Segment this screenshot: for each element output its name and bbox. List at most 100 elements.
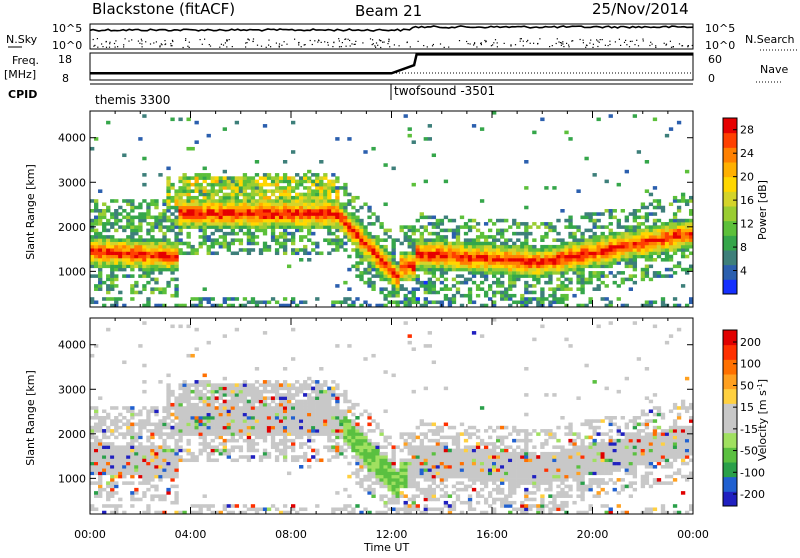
velocity-cell (327, 387, 331, 391)
power-cell (186, 193, 190, 197)
power-cell (118, 297, 122, 301)
power-cell (584, 251, 588, 255)
velocity-cell (387, 485, 391, 489)
power-cell (392, 278, 396, 282)
velocity-cell (400, 465, 404, 469)
velocity-cell (247, 419, 251, 423)
power-cell (480, 265, 484, 269)
power-cell (138, 219, 142, 223)
nsearch-dot (141, 43, 142, 44)
velocity-cell (235, 419, 239, 423)
power-cell (625, 216, 629, 220)
power-cell (476, 265, 480, 269)
power-cell (110, 235, 114, 239)
power-cell (476, 268, 480, 272)
velocity-cell (130, 406, 134, 410)
power-cell (307, 202, 311, 206)
power-cell (468, 219, 472, 223)
power-cell (154, 202, 158, 206)
velocity-cell (287, 439, 291, 443)
power-cell (199, 212, 203, 216)
velocity-cell (383, 475, 387, 479)
power-cell (126, 255, 130, 259)
velocity-cell (392, 481, 396, 485)
power-cell (247, 180, 251, 184)
power-cell (452, 245, 456, 249)
power-cell (424, 281, 428, 285)
power-cell (355, 297, 359, 301)
velocity-cell (199, 442, 203, 446)
power-cell (584, 242, 588, 246)
power-cell (460, 255, 464, 259)
power-cell (295, 183, 299, 187)
velocity-cell (283, 432, 287, 436)
velocity-cell (126, 445, 130, 449)
nsearch-dot (687, 46, 688, 47)
power-cell (371, 265, 375, 269)
power-cell (448, 300, 452, 304)
power-cell (170, 265, 174, 269)
power-cell (432, 216, 436, 220)
nsearch-dot (448, 47, 449, 48)
velocity-cell (327, 413, 331, 417)
velocity-cell (158, 465, 162, 469)
power-cell (122, 209, 126, 213)
power-cell (588, 245, 592, 249)
power-cell (408, 251, 412, 255)
power-cell (279, 199, 283, 203)
velocity-cell (243, 504, 247, 508)
power-cell (182, 173, 186, 177)
velocity-cell (199, 396, 203, 400)
power-cell (520, 268, 524, 272)
power-cell (580, 232, 584, 236)
power-cell (416, 297, 420, 301)
power-cell (436, 245, 440, 249)
power-cell (203, 167, 207, 171)
velocity-cell (186, 393, 190, 397)
velocity-cell (195, 406, 199, 410)
power-cell (492, 222, 496, 226)
velocity-cell (186, 387, 190, 391)
velocity-cell (122, 468, 126, 472)
power-cell (568, 242, 572, 246)
velocity-cell (166, 475, 170, 479)
velocity-cell (275, 507, 279, 511)
velocity-cell (315, 380, 319, 384)
power-cell (142, 245, 146, 249)
power-cell (416, 238, 420, 242)
nsearch-dot (682, 45, 683, 46)
velocity-cell (392, 465, 396, 469)
velocity-cell (359, 445, 363, 449)
power-cell (134, 242, 138, 246)
velocity-cell (371, 468, 375, 472)
velocity-cell (351, 439, 355, 443)
velocity-cell (138, 423, 142, 427)
power-cell (363, 255, 367, 259)
power-cell (392, 242, 396, 246)
power-cell (110, 274, 114, 278)
power-cell (460, 281, 464, 285)
velocity-cell (400, 432, 404, 436)
power-cell (94, 209, 98, 213)
velocity-cell (166, 436, 170, 440)
power-cell (271, 183, 275, 187)
power-cell (432, 248, 436, 252)
power-cell (319, 160, 323, 164)
velocity-cell (223, 406, 227, 410)
power-cell (271, 229, 275, 233)
velocity-cell (251, 439, 255, 443)
colorbar-segment (723, 279, 737, 294)
velocity-cell (383, 462, 387, 466)
power-cell (263, 196, 267, 200)
velocity-cell (235, 458, 239, 462)
velocity-cell (199, 432, 203, 436)
colorbar-tick-label: 16 (740, 194, 754, 207)
power-cell (564, 251, 568, 255)
power-cell (174, 251, 178, 255)
velocity-cell (162, 426, 166, 430)
power-cell (609, 242, 613, 246)
power-cell (251, 235, 255, 239)
nsearch-dot (562, 43, 563, 44)
power-cell (669, 258, 673, 262)
power-cell (363, 238, 367, 242)
